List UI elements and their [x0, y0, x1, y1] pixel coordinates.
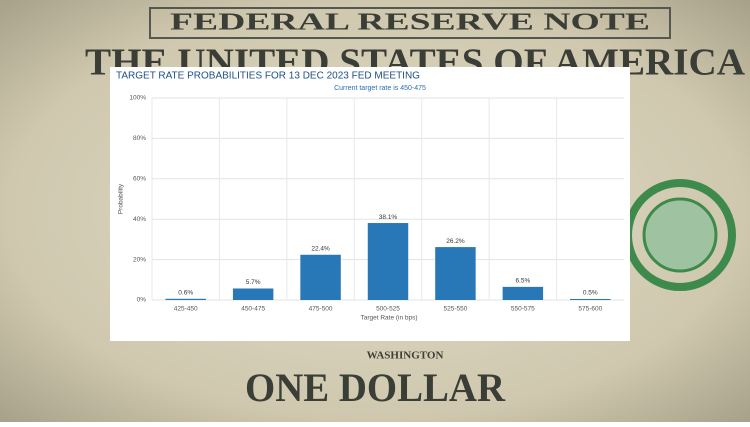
x-tick-label: 425-450	[174, 306, 198, 313]
chart-subtitle: Current target rate is 450-475	[334, 85, 426, 92]
x-tick-label: 550-575	[511, 306, 535, 313]
bar	[300, 254, 341, 300]
value-label: 0.5%	[583, 290, 598, 297]
bar	[502, 286, 544, 300]
y-tick-label: 60%	[133, 176, 146, 183]
bar	[232, 288, 274, 300]
x-tick-label: 500-525	[376, 306, 400, 313]
y-tick-label: 0%	[137, 297, 147, 304]
x-tick-label: 475-500	[309, 306, 333, 313]
bill-border	[149, 7, 671, 39]
value-label: 26.2%	[446, 238, 465, 245]
bar	[435, 247, 476, 300]
y-tick-label: 20%	[133, 256, 146, 263]
treasury-seal-center	[642, 197, 718, 273]
bar	[165, 298, 206, 300]
x-tick-label: 450-475	[241, 306, 265, 313]
value-label: 38.1%	[379, 214, 398, 221]
x-tick-label: 575-600	[578, 306, 602, 313]
y-tick-label: 40%	[133, 216, 146, 223]
value-label: 5.7%	[246, 279, 261, 286]
bill-city: WASHINGTON	[367, 350, 444, 362]
value-label: 22.4%	[311, 245, 330, 252]
chart-title: TARGET RATE PROBABILITIES FOR 13 DEC 202…	[116, 71, 420, 82]
bill-denomination: ONE DOLLAR	[245, 365, 506, 410]
y-axis-label: Probability	[118, 183, 125, 214]
bar	[570, 298, 611, 300]
value-label: 6.5%	[515, 278, 530, 285]
x-tick-label: 525-550	[443, 306, 467, 313]
bar	[367, 223, 409, 300]
bill-top-text: FEDERAL RESERVE NOTE	[170, 10, 650, 36]
y-tick-label: 100%	[129, 95, 146, 102]
y-tick-label: 80%	[133, 135, 146, 142]
x-axis-label: Target Rate (in bps)	[360, 315, 417, 322]
value-label: 0.6%	[178, 290, 193, 297]
